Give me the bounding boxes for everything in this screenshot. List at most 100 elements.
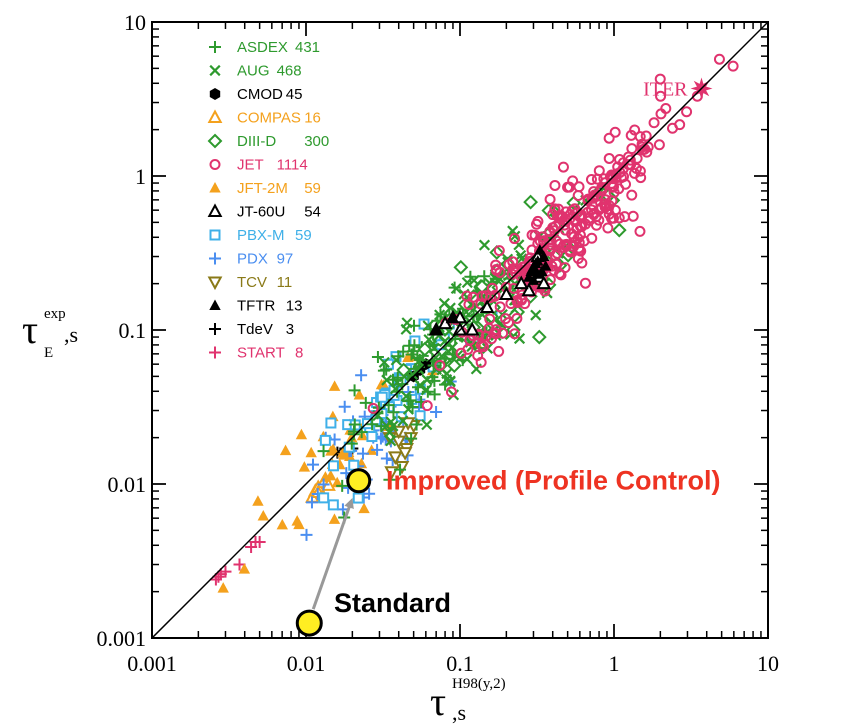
asdex-point	[406, 401, 419, 414]
start-point	[253, 536, 266, 549]
asdex-point	[345, 437, 358, 450]
aug-point	[401, 317, 413, 329]
legend-count-pbx-m: 59	[295, 227, 312, 244]
legend-marker-jet	[209, 159, 221, 170]
diii-d-point	[453, 259, 469, 275]
jet-point	[554, 267, 566, 279]
x-tick-label: 0.1	[446, 651, 474, 676]
jet-point	[367, 402, 379, 414]
aug-point	[440, 373, 453, 386]
jet-point	[494, 301, 506, 313]
jet-point	[666, 122, 678, 134]
pbx-m-point	[318, 492, 330, 504]
legend-marker-tdev	[209, 323, 221, 335]
asdex-point	[383, 473, 396, 486]
legend-label-jt-60u: JT-60U	[237, 204, 285, 221]
jet-point	[445, 386, 457, 398]
jet-point	[568, 236, 580, 248]
jet-point	[464, 334, 476, 346]
y-tick-label: 0.001	[97, 626, 147, 651]
jet-point	[573, 181, 585, 193]
x-axis-symbol: τ	[430, 679, 446, 724]
jet-point	[475, 339, 487, 351]
asdex-point	[377, 364, 390, 377]
legend-count-jt-60u: 54	[304, 204, 321, 221]
jft-2m-point	[238, 563, 251, 574]
jet-point	[573, 211, 585, 223]
jet-point	[509, 328, 521, 340]
jet-point	[572, 252, 584, 264]
x-tick-label: 10	[757, 651, 779, 676]
aug-point	[383, 426, 396, 438]
legend-marker-aug	[209, 64, 221, 77]
jet-point	[550, 258, 562, 270]
asdex-point	[405, 432, 418, 445]
tcv-point	[397, 447, 413, 461]
improvement-arrow	[311, 498, 354, 610]
jet-point	[681, 106, 693, 118]
asdex-point	[348, 384, 361, 397]
aug-point	[513, 332, 526, 345]
jet-point	[434, 359, 446, 371]
y-tick-label: 10	[124, 10, 146, 35]
legend-count-jet: 1114	[277, 157, 308, 174]
aug-point	[513, 239, 525, 251]
jet-point	[626, 189, 638, 201]
legend-marker-tcv	[207, 276, 223, 291]
pdx-point	[306, 458, 319, 471]
y-tick-label: 0.1	[119, 318, 147, 343]
legend-marker-start	[209, 346, 221, 359]
pbx-m-point	[348, 459, 360, 471]
improved-label: Improved (Profile Control)	[386, 466, 721, 496]
jet-point	[490, 324, 502, 336]
jft-2m-point	[328, 513, 341, 524]
jt-60u-point	[498, 286, 514, 301]
x-tick-label: 0.01	[287, 651, 326, 676]
jft-2m-point	[328, 380, 341, 391]
legend-label-jft-2m: JFT-2M	[237, 180, 288, 197]
jft-2m-point	[291, 515, 303, 526]
pdx-point	[380, 452, 393, 465]
jet-point	[578, 235, 590, 247]
jet-point	[660, 103, 672, 115]
jft-2m-point	[252, 495, 264, 506]
jet-point	[544, 193, 556, 205]
jet-point	[551, 235, 563, 247]
asdex-point	[478, 270, 491, 283]
legend-count-tcv: 11	[277, 274, 293, 291]
jet-point	[461, 290, 473, 302]
jt-60u-point	[521, 282, 537, 297]
aug-point	[385, 435, 397, 447]
jet-point	[613, 183, 625, 195]
jet-point	[648, 117, 660, 129]
jet-point	[484, 313, 496, 325]
aug-point	[421, 374, 433, 386]
jft-2m-point	[331, 476, 343, 488]
aug-point	[390, 354, 402, 366]
jet-point	[508, 233, 520, 245]
aug-point	[450, 282, 462, 295]
x-axis-superscript: H98(y,2)	[452, 676, 506, 692]
pbx-m-point	[319, 434, 331, 446]
legend-label-jet: JET	[237, 157, 264, 174]
aug-point	[438, 297, 450, 309]
legend-label-pdx: PDX	[237, 251, 268, 268]
legend-count-pdx: 97	[277, 251, 294, 268]
jft-2m-point	[279, 444, 292, 456]
jet-point	[603, 152, 615, 164]
jft-2m-point	[353, 389, 366, 400]
jet-point	[626, 143, 638, 155]
jft-2m-point	[327, 443, 339, 454]
legend-label-start: START	[237, 345, 285, 362]
aug-point	[413, 356, 425, 368]
pdx-point	[355, 369, 368, 382]
y-axis-title: τ exp E ,s	[22, 306, 78, 361]
pbx-m-point	[327, 460, 339, 472]
legend-marker-tftr	[209, 299, 221, 310]
aug-point	[442, 338, 454, 350]
pbx-m-point	[327, 499, 339, 511]
legend-marker-cmod	[209, 88, 221, 100]
jet-point	[490, 264, 502, 276]
legend-marker-jft-2m	[209, 182, 221, 193]
diii-d-point	[531, 329, 547, 345]
